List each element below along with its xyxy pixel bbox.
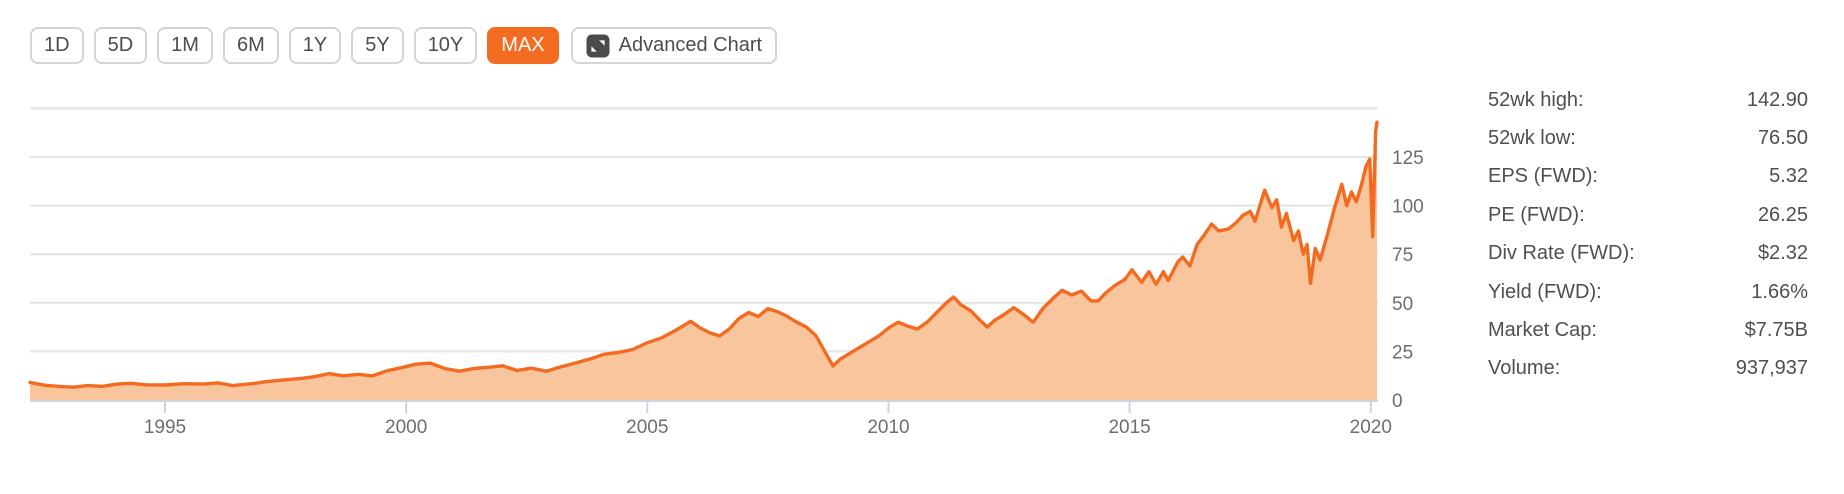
range-button-5d[interactable]: 5D bbox=[93, 27, 148, 64]
range-button-max[interactable]: MAX bbox=[487, 27, 559, 64]
time-range-toolbar: 1D 5D 1M 6M 1Y 5Y 10Y MAX Advanced Chart bbox=[30, 27, 778, 64]
y-tick-label-125: 125 bbox=[1392, 148, 1424, 169]
stat-label: Volume: bbox=[1488, 357, 1561, 380]
price-area-fill bbox=[30, 122, 1377, 400]
y-tick-label-50: 50 bbox=[1392, 294, 1413, 315]
y-tick-label-75: 75 bbox=[1392, 245, 1413, 266]
stat-row-eps-fwd: EPS (FWD): 5.32 bbox=[1488, 158, 1808, 196]
stat-label: EPS (FWD): bbox=[1488, 165, 1598, 188]
stat-row-volume: Volume: 937,937 bbox=[1488, 350, 1808, 388]
x-tick-label-2010: 2010 bbox=[867, 417, 909, 438]
stat-value: $7.75B bbox=[1744, 319, 1808, 342]
stat-row-52wk-low: 52wk low: 76.50 bbox=[1488, 119, 1808, 157]
range-button-1d[interactable]: 1D bbox=[30, 27, 84, 64]
key-stats-panel: 52wk high: 142.90 52wk low: 76.50 EPS (F… bbox=[1488, 81, 1808, 388]
y-tick-label-100: 100 bbox=[1392, 197, 1424, 218]
stat-value: 1.66% bbox=[1751, 280, 1808, 303]
stat-label: Yield (FWD): bbox=[1488, 280, 1602, 303]
stat-row-market-cap: Market Cap: $7.75B bbox=[1488, 311, 1808, 349]
stat-value: 26.25 bbox=[1757, 203, 1808, 226]
stat-value: 142.90 bbox=[1746, 88, 1808, 111]
range-button-1m[interactable]: 1M bbox=[157, 27, 213, 64]
y-tick-label-0: 0 bbox=[1392, 391, 1403, 412]
x-tick-label-2005: 2005 bbox=[626, 417, 668, 438]
stat-row-pe-fwd: PE (FWD): 26.25 bbox=[1488, 196, 1808, 234]
advanced-chart-button[interactable]: Advanced Chart bbox=[570, 27, 778, 64]
advanced-chart-label: Advanced Chart bbox=[618, 34, 763, 56]
range-button-6m[interactable]: 6M bbox=[222, 27, 279, 64]
range-button-1y[interactable]: 1Y bbox=[288, 27, 342, 64]
stat-value: $2.32 bbox=[1757, 242, 1808, 265]
x-tick-label-2020: 2020 bbox=[1350, 417, 1392, 438]
x-tick-label-1995: 1995 bbox=[144, 417, 186, 438]
stat-label: 52wk high: bbox=[1488, 88, 1584, 111]
x-tick-label-2000: 2000 bbox=[385, 417, 427, 438]
stat-value: 5.32 bbox=[1769, 165, 1808, 188]
expand-chart-icon bbox=[586, 34, 610, 58]
stat-label: 52wk low: bbox=[1488, 127, 1576, 150]
stat-value: 937,937 bbox=[1735, 357, 1808, 380]
y-tick-label-25: 25 bbox=[1392, 342, 1413, 363]
stat-row-yield-fwd: Yield (FWD): 1.66% bbox=[1488, 273, 1808, 311]
x-tick-label-2015: 2015 bbox=[1108, 417, 1150, 438]
range-button-10y[interactable]: 10Y bbox=[413, 27, 478, 64]
price-line bbox=[28, 120, 1379, 389]
stat-row-div-rate-fwd: Div Rate (FWD): $2.32 bbox=[1488, 235, 1808, 273]
stat-label: Div Rate (FWD): bbox=[1488, 242, 1635, 265]
range-button-5y[interactable]: 5Y bbox=[351, 27, 404, 64]
stat-row-52wk-high: 52wk high: 142.90 bbox=[1488, 81, 1808, 119]
stat-label: PE (FWD): bbox=[1488, 203, 1585, 226]
stat-value: 76.50 bbox=[1757, 127, 1808, 150]
stat-label: Market Cap: bbox=[1488, 319, 1597, 342]
